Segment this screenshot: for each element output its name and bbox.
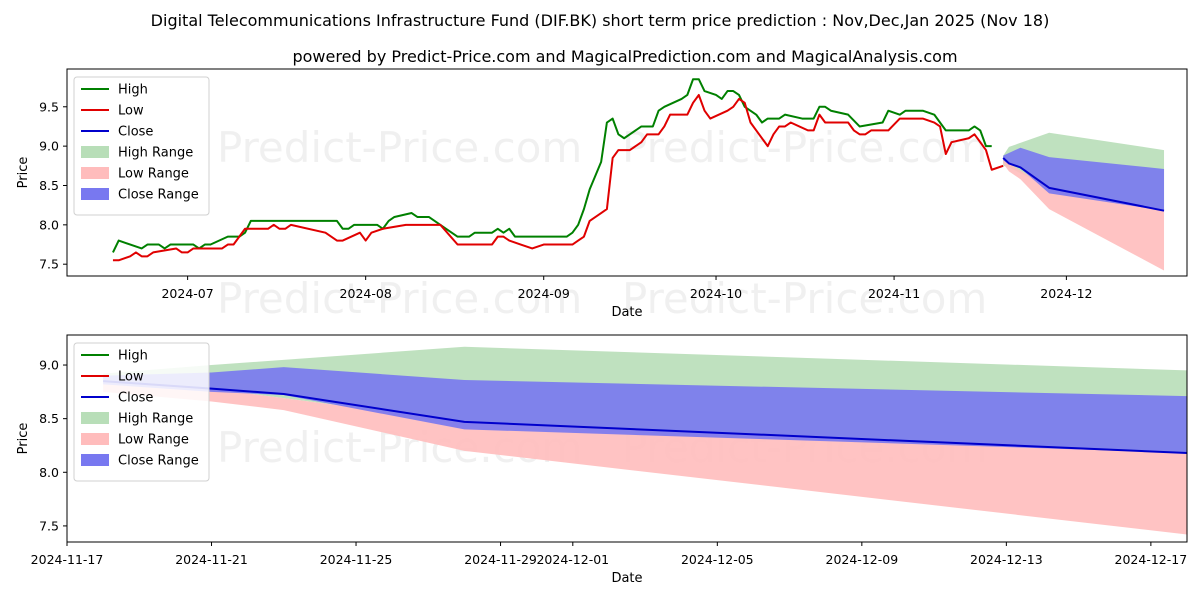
close-series-line: [1002, 157, 1165, 212]
y-tick-label: 9.5: [39, 99, 59, 114]
legend-swatch: [81, 146, 109, 158]
legend-label: Close: [118, 391, 153, 406]
legend-swatch: [81, 454, 109, 466]
high-series-line: [112, 78, 992, 253]
legend-swatch: [81, 167, 109, 179]
legend-swatch: [81, 412, 109, 424]
x-tick-label: 2024-11-17: [31, 552, 104, 567]
watermark-text: Predict-Price.com: [217, 123, 582, 172]
x-tick-label: 2024-10: [690, 286, 742, 301]
y-tick-label: 7.5: [39, 518, 59, 533]
x-tick-label: 2024-12-13: [970, 552, 1043, 567]
y-tick-label: 8.5: [39, 178, 59, 193]
x-axis-label: Date: [611, 305, 642, 320]
x-tick-label: 2024-12-01: [536, 552, 609, 567]
legend-label: High Range: [118, 146, 193, 161]
chart-subtitle: powered by Predict-Price.com and Magical…: [292, 47, 957, 66]
y-tick-label: 7.5: [39, 257, 59, 272]
legend-label: Close: [118, 125, 153, 140]
x-tick-label: 2024-11-25: [320, 552, 393, 567]
close-range-band: [103, 367, 1188, 453]
watermark-text: Predict-Price.com: [622, 274, 987, 323]
x-tick-label: 2024-12-17: [1115, 552, 1188, 567]
close-range-band: [1003, 147, 1165, 211]
chart-title: Digital Telecommunications Infrastructur…: [151, 11, 1050, 30]
plot-frame: [66, 334, 1188, 543]
x-tick-label: 2024-07: [161, 286, 213, 301]
legend-label: Low Range: [118, 433, 189, 448]
x-tick-label: 2024-11-29: [464, 552, 537, 567]
legend-label: Close Range: [118, 188, 199, 203]
y-tick-label: 9.0: [39, 139, 59, 154]
plot-frame: [66, 68, 1188, 277]
legend-label: Low: [118, 370, 144, 385]
x-tick-label: 2024-12: [1040, 286, 1092, 301]
low-range-band: [103, 381, 1188, 535]
legend-label: High: [118, 349, 148, 364]
low-series-line: [112, 93, 1004, 262]
x-tick-label: 2024-11: [868, 286, 920, 301]
bottom-panel: Predict-Price.comPredict-Price.com7.58.0…: [16, 334, 1188, 586]
x-tick-label: 2024-12-09: [826, 552, 899, 567]
legend-swatch: [81, 433, 109, 445]
watermark-text: Predict-Price.com: [217, 274, 582, 323]
x-axis-label: Date: [611, 571, 642, 586]
legend-label: Close Range: [118, 454, 199, 469]
x-tick-label: 2024-12-05: [681, 552, 754, 567]
y-axis-label: Price: [16, 423, 31, 455]
legend-box: [73, 76, 210, 216]
y-tick-label: 8.5: [39, 411, 59, 426]
legend-box: [73, 342, 210, 482]
legend-label: High Range: [118, 412, 193, 427]
legend-swatch: [81, 188, 109, 200]
watermark-text: Predict-Price.com: [622, 123, 987, 172]
y-tick-label: 8.0: [39, 217, 59, 232]
x-tick-label: 2024-09: [518, 286, 570, 301]
y-axis-label: Price: [16, 157, 31, 189]
legend-label: Low Range: [118, 167, 189, 182]
legend-label: High: [118, 83, 148, 98]
y-tick-label: 9.0: [39, 358, 59, 373]
x-tick-label: 2024-08: [340, 286, 392, 301]
legend-label: Low: [118, 104, 144, 119]
x-tick-label: 2024-11-21: [175, 552, 248, 567]
y-tick-label: 8.0: [39, 465, 59, 480]
top-panel: Predict-Price.com Predict-Price.com Predic…: [16, 68, 1188, 323]
